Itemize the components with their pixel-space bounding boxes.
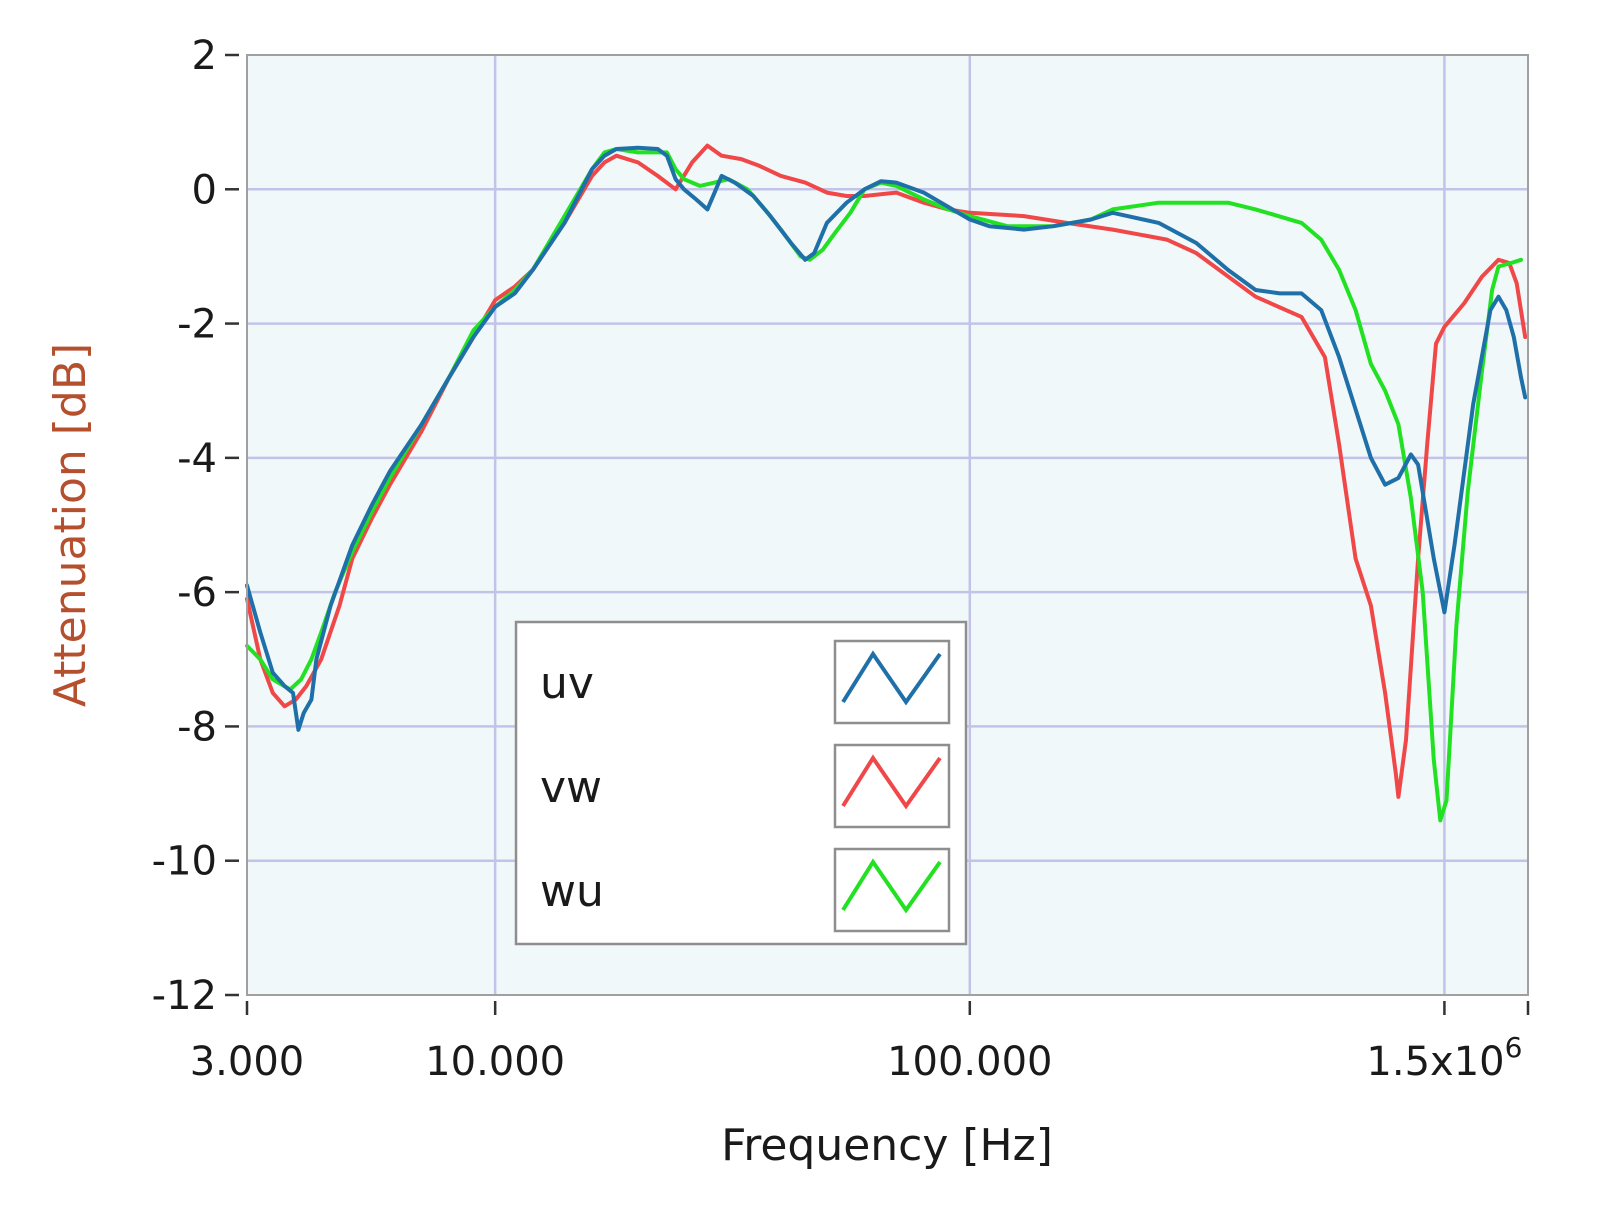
y-tick-label: 0 <box>192 167 217 213</box>
legend-label-wu: wu <box>540 866 604 917</box>
y-tick-label: -2 <box>177 302 217 348</box>
legend: uv vw wu <box>514 620 968 946</box>
y-tick-label: -10 <box>152 839 217 885</box>
x-axis: 3.000 10.000 100.000 1.5x106 <box>190 1001 1530 1085</box>
x-tick-label: 10.000 <box>425 1039 565 1085</box>
x-tick-label: 1.5x106 <box>1366 1031 1522 1085</box>
x-axis-title: Frequency [Hz] <box>721 1120 1053 1171</box>
y-tick-label: -4 <box>177 436 217 482</box>
y-axis-title: Attenuation [dB] <box>45 343 96 707</box>
legend-swatch-uv <box>841 650 942 706</box>
legend-swatch-wu <box>841 858 942 914</box>
y-tick-label: -12 <box>152 973 217 1019</box>
series-line-vw <box>245 143 1528 799</box>
y-tick-label: -8 <box>177 704 217 750</box>
legend-label-vw: vw <box>540 762 602 813</box>
legend-swatch-vw <box>841 754 942 810</box>
y-axis: 2 0 -2 -4 -6 -8 -10 -12 <box>152 33 239 1019</box>
y-tick-label: -6 <box>177 570 217 616</box>
x-tick-label: 100.000 <box>887 1039 1052 1085</box>
plot-frame <box>246 54 1529 996</box>
y-tick-label: 2 <box>192 33 217 79</box>
legend-label-uv: uv <box>540 658 594 709</box>
series-layer <box>245 143 1528 823</box>
x-tick-label: 3.000 <box>190 1039 305 1085</box>
series-line-uv <box>245 145 1528 732</box>
